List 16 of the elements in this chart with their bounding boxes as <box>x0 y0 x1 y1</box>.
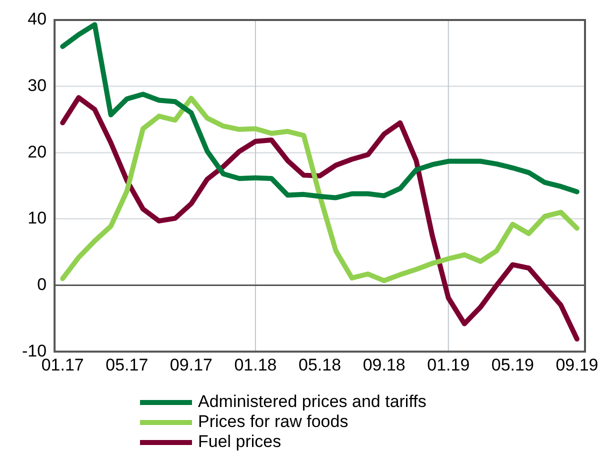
x-tick-label: 09.19 <box>556 355 598 374</box>
y-tick-label: 0 <box>37 274 47 294</box>
y-tick-label: 40 <box>28 10 47 29</box>
y-tick-label: 10 <box>28 208 47 228</box>
y-tick-label: 20 <box>28 142 47 162</box>
legend-label: Fuel prices <box>198 432 282 452</box>
x-tick-label: 01.19 <box>427 355 470 374</box>
y-tick-label: 30 <box>28 76 47 96</box>
x-tick-label: 09.18 <box>362 355 406 374</box>
x-tick-label: 09.17 <box>170 355 212 374</box>
x-tick-label: 05.17 <box>106 355 148 374</box>
x-tick-label: 05.19 <box>491 355 534 374</box>
x-tick-label: 01.18 <box>234 355 277 374</box>
x-tick-label: 05.18 <box>298 355 342 374</box>
legend-label: Prices for raw foods <box>198 412 348 432</box>
legend-label: Administered prices and tariffs <box>198 392 426 412</box>
